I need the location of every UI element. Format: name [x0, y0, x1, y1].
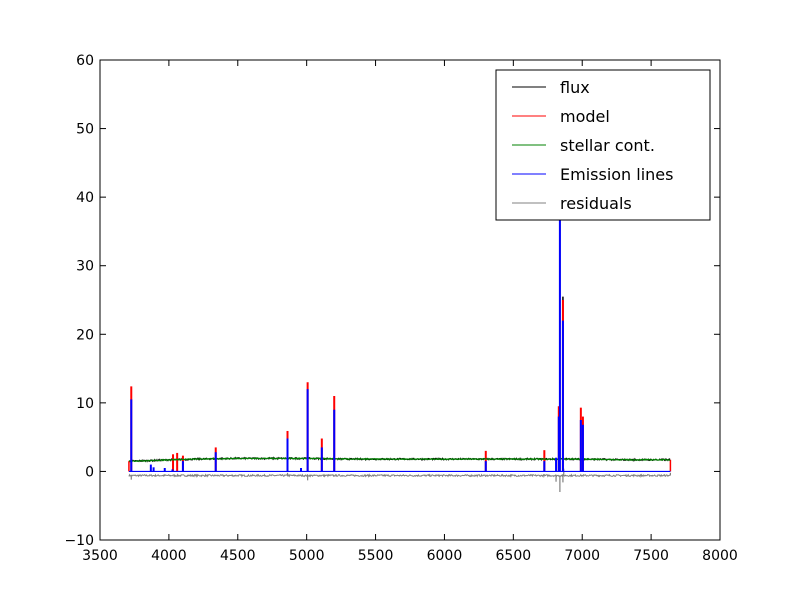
legend-label-flux: flux	[560, 78, 590, 97]
y-tick-label-3: 20	[76, 327, 94, 343]
axis-ticks	[99, 59, 721, 541]
y-tick-label-6: 50	[76, 122, 94, 138]
x-tick-label-4: 5500	[358, 548, 394, 564]
x-tick-label-2: 4500	[220, 548, 256, 564]
x-tick-label-5: 6000	[427, 548, 463, 564]
legend-label-emission-lines: Emission lines	[560, 165, 673, 184]
x-tick-label-8: 7500	[633, 548, 669, 564]
y-tick-label-0: −10	[64, 533, 94, 549]
plot-frame	[99, 59, 721, 541]
x-tick-label-1: 4000	[151, 548, 187, 564]
y-tick-label-7: 60	[76, 53, 94, 69]
x-tick-label-9: 8000	[702, 548, 738, 564]
legend-label-stellar-cont: stellar cont.	[560, 136, 655, 155]
axis-tick-labels: 3500 4000 4500 5000 5500 6000 6500 7000 7500 8000…	[64, 53, 737, 564]
x-tick-label-3: 5000	[289, 548, 325, 564]
legend-label-model: model	[560, 107, 610, 126]
y-tick-label-4: 30	[76, 259, 94, 275]
x-tick-label-7: 7000	[564, 548, 600, 564]
x-tick-label-6: 6500	[496, 548, 532, 564]
legend-label-residuals: residuals	[560, 194, 632, 213]
y-tick-label-2: 10	[76, 396, 94, 412]
y-tick-label-5: 40	[76, 190, 94, 206]
y-tick-label-1: 0	[85, 464, 94, 480]
x-tick-label-0: 3500	[82, 548, 118, 564]
legend: flux model stellar cont. Emission lines …	[495, 69, 711, 221]
residuals-line	[128, 473, 671, 478]
